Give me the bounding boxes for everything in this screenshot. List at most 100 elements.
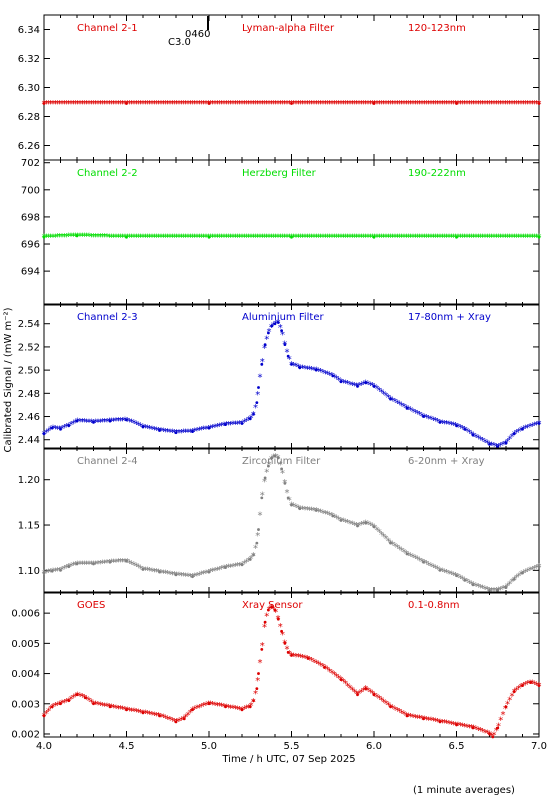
data-point: * <box>159 426 164 437</box>
data-point: * <box>359 380 364 391</box>
data-point: * <box>305 99 310 110</box>
data-point: * <box>397 233 402 244</box>
data-point: * <box>192 99 197 110</box>
data-point: * <box>384 391 389 402</box>
data-point: * <box>181 715 186 726</box>
data-point: * <box>82 417 87 428</box>
data-point <box>141 568 145 571</box>
data-point: * <box>51 232 56 243</box>
data-point: * <box>505 700 510 711</box>
data-point: * <box>370 689 375 700</box>
data-point <box>75 693 79 697</box>
data-point: * <box>370 381 375 392</box>
data-point: * <box>260 491 265 502</box>
data-point: * <box>242 233 247 244</box>
data-point <box>286 354 290 358</box>
data-point: * <box>114 703 119 714</box>
data-point: * <box>514 233 519 244</box>
data-point: * <box>269 455 274 466</box>
data-point: * <box>244 704 249 715</box>
data-point: * <box>420 557 425 568</box>
data-point <box>67 699 71 703</box>
data-point: * <box>438 233 443 244</box>
data-point: * <box>480 584 485 595</box>
data-point: * <box>494 726 499 737</box>
data-point: * <box>516 571 521 582</box>
data-point <box>67 565 71 569</box>
data-point: * <box>199 99 204 110</box>
data-point: * <box>501 233 506 244</box>
data-point: * <box>161 233 166 244</box>
data-point: * <box>102 232 107 243</box>
data-point <box>438 420 442 424</box>
data-point: * <box>424 413 429 424</box>
data-point: * <box>341 99 346 110</box>
data-point: * <box>165 714 170 725</box>
data-point: * <box>199 570 204 581</box>
data-point: * <box>316 99 321 110</box>
data-point: * <box>294 652 299 663</box>
data-point: * <box>422 412 427 423</box>
data-point <box>207 570 211 574</box>
data-point: * <box>120 705 125 716</box>
data-point: * <box>201 701 206 712</box>
data-point: * <box>262 623 267 634</box>
data-point: * <box>82 232 87 243</box>
data-point: * <box>183 571 188 582</box>
data-point: * <box>208 233 213 244</box>
data-point: * <box>516 684 521 695</box>
data-point: * <box>492 730 497 741</box>
data-point: * <box>120 557 125 568</box>
data-point: * <box>366 99 371 110</box>
data-point: * <box>451 99 456 110</box>
data-point: * <box>348 380 353 391</box>
data-point: * <box>237 705 242 716</box>
data-point: * <box>231 420 236 431</box>
data-point <box>314 509 318 512</box>
y-tick-label: 2.48 <box>18 389 40 400</box>
data-point: * <box>215 233 220 244</box>
data-point: * <box>134 562 139 573</box>
data-point: * <box>233 704 238 715</box>
data-point: * <box>64 697 69 708</box>
data-point: * <box>303 233 308 244</box>
data-point: * <box>379 233 384 244</box>
data-point: * <box>474 725 479 736</box>
data-point: * <box>87 696 92 707</box>
data-point <box>537 565 541 569</box>
y-axis-label: Calibrated Signal / (mW m⁻²) <box>3 307 14 452</box>
data-point: * <box>233 419 238 430</box>
data-point: * <box>532 421 537 432</box>
data-point <box>323 666 326 669</box>
data-point: * <box>152 425 157 436</box>
data-point: * <box>368 99 373 110</box>
data-point: * <box>251 697 256 708</box>
data-point: * <box>417 99 422 110</box>
data-point: * <box>143 423 148 434</box>
data-point: * <box>505 582 510 593</box>
data-point: * <box>251 233 256 244</box>
data-point: * <box>406 712 411 723</box>
data-point: * <box>314 99 319 110</box>
data-point: * <box>64 232 69 243</box>
data-point: * <box>132 419 137 430</box>
data-point: * <box>345 681 350 692</box>
data-point: * <box>213 566 218 577</box>
data-point: * <box>147 233 152 244</box>
data-point: * <box>532 564 537 575</box>
data-point: * <box>525 99 530 110</box>
data-point: * <box>514 573 519 584</box>
data-point: * <box>168 99 173 110</box>
band-label: 120-123nm <box>408 23 466 34</box>
data-point: * <box>420 233 425 244</box>
data-point <box>438 720 442 724</box>
data-point: * <box>519 570 524 581</box>
data-point: * <box>523 567 528 578</box>
data-point: * <box>368 687 373 698</box>
data-point <box>267 464 270 468</box>
data-point: * <box>325 370 330 381</box>
data-point: * <box>154 425 159 436</box>
data-point: * <box>48 232 53 243</box>
data-point: * <box>215 701 220 712</box>
data-point: * <box>217 99 222 110</box>
